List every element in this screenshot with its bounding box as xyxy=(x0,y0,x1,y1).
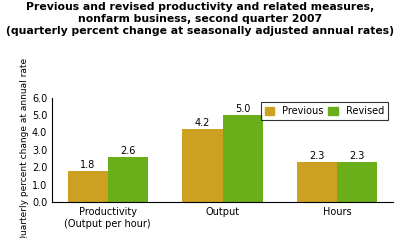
Bar xyxy=(108,157,148,202)
Text: 5.0: 5.0 xyxy=(235,104,250,114)
Text: 1.8: 1.8 xyxy=(80,160,95,170)
Legend: Previous, Revised: Previous, Revised xyxy=(261,102,388,120)
Text: Previous and revised productivity and related measures,
nonfarm business, second: Previous and revised productivity and re… xyxy=(6,2,395,35)
Text: 2.6: 2.6 xyxy=(120,146,136,156)
Y-axis label: Quarterly percent change at annual rate: Quarterly percent change at annual rate xyxy=(20,58,29,238)
Bar xyxy=(337,162,377,202)
Bar xyxy=(223,115,263,202)
Bar xyxy=(297,162,337,202)
Bar xyxy=(68,171,108,202)
Text: 2.3: 2.3 xyxy=(310,151,325,161)
Text: 4.2: 4.2 xyxy=(195,118,210,128)
Bar xyxy=(182,129,223,202)
Text: 2.3: 2.3 xyxy=(350,151,365,161)
